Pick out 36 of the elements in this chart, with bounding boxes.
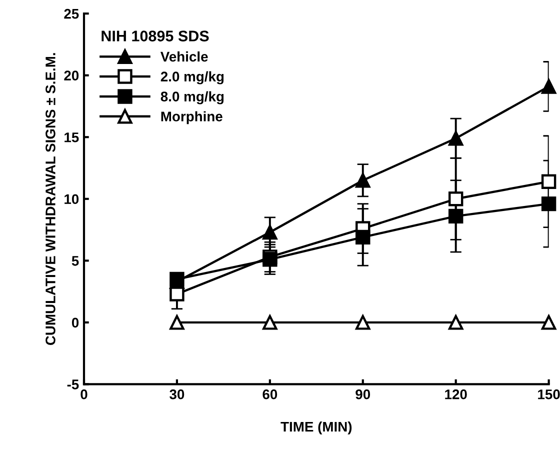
point	[262, 224, 278, 240]
y-tick-label: 20	[64, 70, 79, 81]
point	[541, 174, 556, 189]
point	[541, 315, 556, 330]
point	[170, 286, 184, 302]
point	[541, 196, 556, 212]
point	[448, 208, 464, 224]
legend-title: NIH 10895 SDS	[102, 30, 209, 42]
x-tick-label: 0	[80, 389, 88, 400]
point	[262, 315, 278, 330]
point	[170, 315, 184, 330]
x-axis-title: TIME (MIN)	[280, 421, 352, 434]
legend-label: Morphine	[161, 111, 222, 124]
y-tick-label: 5	[72, 256, 79, 266]
x-tick-label: 90	[356, 389, 370, 400]
y-tick-label: 10	[64, 194, 79, 204]
point	[448, 315, 464, 330]
x-tick-label: 150	[538, 389, 560, 400]
y-axis-title: CUMULATIVE WITHDRAWAL SIGNS ± S.E.M.	[46, 53, 56, 346]
point	[356, 230, 370, 245]
point	[448, 130, 464, 146]
y-tick-label: -5	[67, 380, 79, 390]
legend-label: Vehicle	[160, 51, 208, 62]
point	[541, 79, 556, 94]
point	[356, 315, 370, 330]
y-tick-label: 0	[72, 318, 79, 328]
point	[448, 192, 464, 206]
point	[356, 172, 370, 188]
point	[170, 272, 184, 287]
x-tick-label: 30	[170, 389, 184, 400]
legend-label: 2.0 mg/kg	[160, 71, 224, 84]
y-tick-label: 15	[64, 132, 79, 142]
x-tick-label: 60	[262, 389, 278, 400]
y-tick-label: 25	[64, 8, 79, 19]
x-tick-label: 120	[445, 389, 467, 400]
legend-label: 8.0 mg/kg	[160, 91, 224, 104]
